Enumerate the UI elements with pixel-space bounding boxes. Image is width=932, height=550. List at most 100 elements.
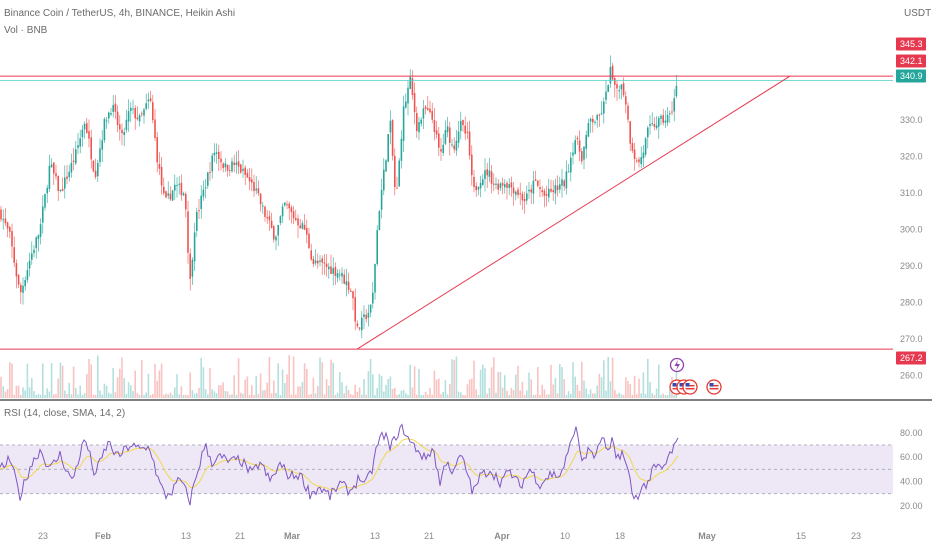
candle-body bbox=[589, 118, 592, 122]
candle-body bbox=[486, 169, 488, 176]
volume-bar bbox=[248, 394, 251, 398]
candle-body bbox=[662, 115, 664, 123]
volume-bar bbox=[288, 355, 290, 398]
candle-body bbox=[156, 137, 158, 163]
volume-bar bbox=[226, 391, 229, 398]
volume-bar bbox=[537, 366, 539, 398]
volume-bar bbox=[336, 392, 339, 398]
axes: 330.0 320.0 310.0 300.0 290.0 280.0 270.0 260.0… bbox=[0, 37, 932, 541]
volume-bar bbox=[453, 360, 455, 398]
candle-body bbox=[229, 170, 231, 172]
volume-bar bbox=[361, 394, 363, 398]
volume-bar bbox=[526, 390, 528, 398]
volume-bar bbox=[486, 393, 488, 398]
candle-body bbox=[383, 169, 385, 191]
candle-body bbox=[259, 193, 262, 205]
candle-body bbox=[341, 272, 343, 277]
volume-bar bbox=[75, 388, 77, 398]
volume-bar bbox=[420, 394, 422, 398]
volume-bar bbox=[15, 385, 18, 398]
volume-bar bbox=[464, 394, 466, 398]
candle-body bbox=[125, 119, 128, 130]
candle-body bbox=[396, 187, 398, 189]
candle-body bbox=[248, 177, 251, 182]
volume-bar bbox=[354, 384, 356, 398]
candle-body bbox=[462, 119, 464, 126]
candle-body bbox=[154, 119, 156, 139]
volume-bar bbox=[651, 393, 653, 398]
candle-body bbox=[264, 206, 266, 217]
candle-body bbox=[57, 176, 59, 192]
volume-bar bbox=[363, 379, 365, 398]
volume-bar bbox=[347, 389, 350, 398]
rsi-pane bbox=[0, 423, 893, 506]
candle-body bbox=[286, 204, 288, 206]
volume-bar bbox=[398, 394, 400, 398]
candle-body bbox=[9, 227, 11, 232]
candle-body bbox=[658, 118, 660, 127]
candle-body bbox=[4, 218, 7, 224]
volume-bar bbox=[438, 378, 440, 398]
candle-body bbox=[605, 91, 607, 100]
candle-body bbox=[499, 183, 502, 189]
volume-bar bbox=[405, 393, 407, 398]
candle-body bbox=[596, 115, 598, 120]
time-tick-label: 21 bbox=[424, 531, 434, 541]
volume-bar bbox=[319, 357, 321, 398]
volume-bar bbox=[123, 378, 125, 398]
volume-bar bbox=[350, 394, 352, 398]
candle-body bbox=[50, 164, 53, 168]
volume-bar bbox=[660, 394, 662, 398]
volume-bar bbox=[193, 393, 196, 398]
candle-body bbox=[253, 181, 255, 192]
candle-body bbox=[277, 225, 279, 236]
flag-field bbox=[709, 383, 719, 391]
volume-bar bbox=[200, 357, 202, 398]
candle-body bbox=[508, 184, 510, 188]
candle-body bbox=[416, 113, 418, 132]
event-markers[interactable] bbox=[669, 357, 722, 395]
volume-bar bbox=[237, 358, 240, 398]
volume-bar bbox=[2, 386, 4, 398]
time-tick-label: 23 bbox=[851, 531, 861, 541]
candle-body bbox=[226, 164, 229, 171]
candle-body bbox=[354, 297, 356, 322]
volume-bar bbox=[64, 390, 66, 398]
volume-bar bbox=[389, 376, 392, 398]
volume-bar bbox=[400, 390, 403, 398]
candle-body bbox=[270, 220, 273, 228]
candles bbox=[0, 55, 678, 339]
candle-body bbox=[534, 179, 537, 181]
volume-bar bbox=[416, 394, 418, 398]
candle-body bbox=[55, 173, 57, 177]
volume-bar bbox=[488, 388, 491, 398]
time-tick-label: 23 bbox=[38, 531, 48, 541]
candle-body bbox=[550, 188, 552, 192]
candle-body bbox=[358, 327, 361, 329]
volume-bar bbox=[567, 391, 570, 398]
volume-bar bbox=[620, 394, 623, 398]
volume-bar bbox=[149, 394, 152, 398]
volume-bar bbox=[292, 356, 295, 398]
volume-bar bbox=[352, 394, 354, 398]
flag-canton bbox=[685, 383, 690, 387]
volume-bar bbox=[515, 374, 517, 398]
candle-body bbox=[363, 314, 365, 318]
candle-body bbox=[299, 225, 301, 229]
volume-bar bbox=[589, 389, 592, 398]
volume-label: Vol · BNB bbox=[4, 25, 48, 36]
volume-bar bbox=[317, 385, 319, 398]
volume-bar bbox=[167, 394, 169, 398]
candle-body bbox=[537, 180, 539, 186]
candle-body bbox=[402, 106, 405, 141]
candle-body bbox=[163, 186, 165, 194]
candle-body bbox=[312, 258, 315, 265]
volume-bar bbox=[669, 389, 671, 398]
candle-body bbox=[391, 120, 394, 156]
candle-body bbox=[108, 112, 110, 119]
candle-body bbox=[332, 268, 334, 274]
volume-bar bbox=[365, 394, 367, 398]
candle-body bbox=[75, 149, 77, 164]
candle-body bbox=[583, 146, 585, 160]
